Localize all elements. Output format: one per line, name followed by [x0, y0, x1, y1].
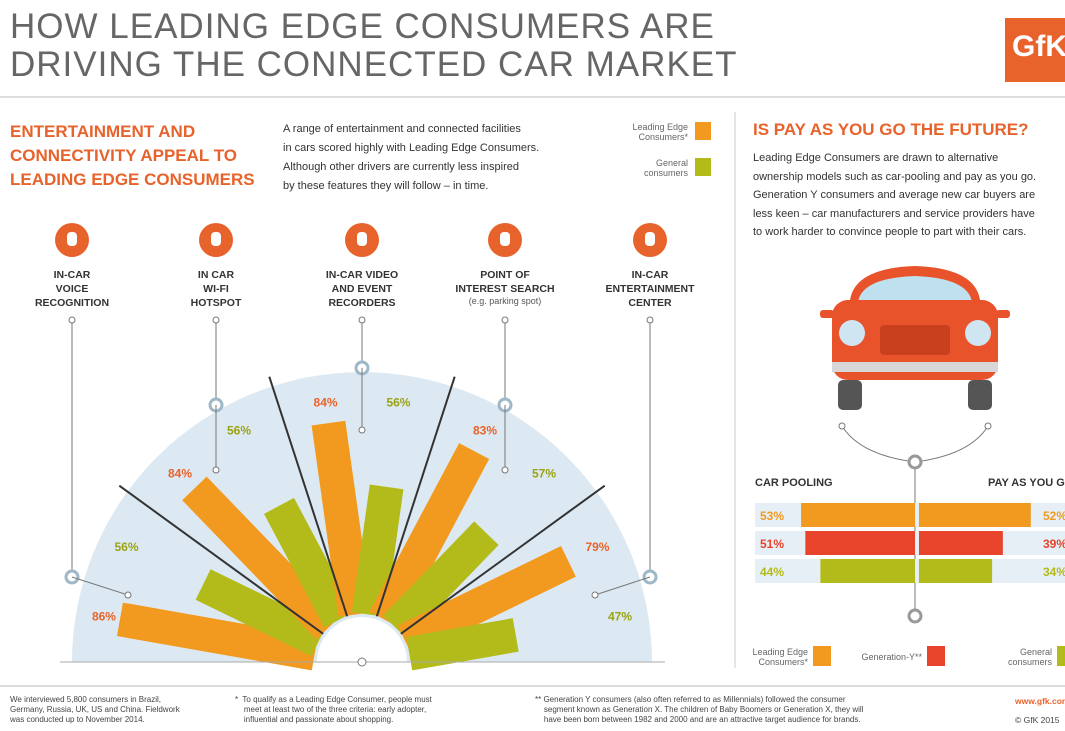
connector-dot: [213, 317, 219, 323]
connector-dot: [839, 423, 845, 429]
connector-dot: [359, 317, 365, 323]
graphics: 86% 56% 84% 56% 84% 56% 83% 57% 79% 47% 53% 52% 51% 3…: [0, 0, 1065, 731]
value-label: 34%: [1043, 565, 1065, 579]
wheel: [838, 380, 862, 410]
panel-title: CAR POOLING: [755, 477, 833, 489]
value-label: 56%: [227, 424, 251, 438]
headlight: [965, 320, 991, 346]
category-note: (e.g. parking spot): [435, 296, 575, 306]
infographic: 86% 56% 84% 56% 84% 56% 83% 57% 79% 47% 53% 52% 51% 3…: [0, 0, 1065, 731]
bar: [919, 559, 992, 583]
category-label: POINT OF INTEREST SEARCH: [435, 268, 575, 296]
mirror: [820, 310, 834, 318]
page-title: HOW LEADING EDGE CONSUMERS ARE DRIVING T…: [10, 8, 738, 84]
bar: [820, 559, 915, 583]
legend-swatch: [695, 158, 711, 176]
connector-dot: [592, 592, 598, 598]
bar: [801, 503, 915, 527]
legend-label: Generation-Y**: [802, 652, 922, 662]
value-label: 44%: [760, 565, 784, 579]
value-label: 83%: [473, 424, 497, 438]
website: www.gfk.com: [1015, 696, 1065, 706]
logo: GfK: [1012, 30, 1065, 64]
legend-label: General consumers: [560, 158, 688, 178]
value-label: 57%: [532, 467, 556, 481]
value-label: 47%: [608, 610, 632, 624]
value-label: 84%: [314, 396, 338, 410]
copyright: © GfK 2015: [1015, 715, 1060, 725]
bumper: [832, 362, 998, 372]
icon-glyph: [211, 232, 221, 246]
value-label: 56%: [115, 540, 139, 554]
connector-dot: [985, 423, 991, 429]
legend-label: Leading Edge Consumers*: [688, 647, 808, 667]
connector-dot: [909, 456, 921, 468]
connector-dot: [647, 317, 653, 323]
icon-glyph: [500, 232, 510, 246]
footnote: * To qualify as a Leading Edge Consumer,…: [235, 695, 432, 725]
footnote: ** Generation Y consumers (also often re…: [535, 695, 863, 725]
value-label: 39%: [1043, 537, 1065, 551]
bar: [919, 531, 1003, 555]
section-text: Leading Edge Consumers are drawn to alte…: [753, 149, 1036, 242]
panel-title: PAY AS YOU GO: [988, 477, 1065, 489]
connector-dot: [359, 427, 365, 433]
legend-swatch: [1057, 646, 1065, 666]
section-title: IS PAY AS YOU GO THE FUTURE?: [753, 120, 1029, 140]
legend-swatch: [695, 122, 711, 140]
bar: [805, 531, 915, 555]
connector-dot: [213, 467, 219, 473]
connector-dot: [502, 317, 508, 323]
value-label: 79%: [585, 540, 609, 554]
value-label: 52%: [1043, 509, 1065, 523]
icon-glyph: [357, 232, 367, 246]
connector-dot: [909, 610, 921, 622]
grille: [880, 325, 950, 355]
value-label: 86%: [92, 610, 116, 624]
section-title: ENTERTAINMENT AND CONNECTIVITY APPEAL TO…: [10, 120, 255, 192]
value-label: 56%: [386, 396, 410, 410]
section-text: A range of entertainment and connected f…: [283, 120, 539, 196]
connector-dot: [125, 592, 131, 598]
mirror: [996, 310, 1010, 318]
legend-label: Leading Edge Consumers*: [560, 122, 688, 142]
connector-dot: [69, 317, 75, 323]
legend-label: General consumers: [932, 647, 1052, 667]
category-label: IN CAR WI-FI HOTSPOT: [146, 268, 286, 310]
icon-glyph: [645, 232, 655, 246]
category-label: IN-CAR ENTERTAINMENT CENTER: [580, 268, 720, 310]
category-label: IN-CAR VIDEO AND EVENT RECORDERS: [292, 268, 432, 310]
wheel: [968, 380, 992, 410]
footnote: We interviewed 5,800 consumers in Brazil…: [10, 695, 180, 725]
category-label: IN-CAR VOICE RECOGNITION: [2, 268, 142, 310]
value-label: 84%: [168, 467, 192, 481]
headlight: [839, 320, 865, 346]
connector-dot: [502, 467, 508, 473]
value-label: 51%: [760, 537, 784, 551]
value-label: 53%: [760, 509, 784, 523]
bar: [919, 503, 1031, 527]
connector-dot: [358, 658, 366, 666]
icon-glyph: [67, 232, 77, 246]
